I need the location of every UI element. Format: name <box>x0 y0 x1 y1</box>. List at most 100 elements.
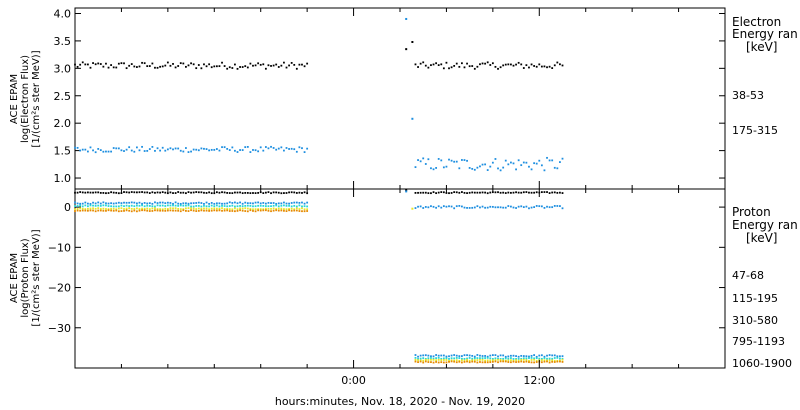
series-310-580-point <box>528 357 530 359</box>
series-795-1193-point <box>254 208 257 211</box>
series-175-315-point <box>411 117 414 120</box>
series-1060-1900-point <box>205 209 208 212</box>
series-1060-1900-point <box>264 209 267 212</box>
series-175-315-point <box>99 149 102 152</box>
series-38-53-point <box>200 67 203 70</box>
series-175-315-point <box>185 147 187 149</box>
series-310-580-point <box>414 356 417 359</box>
series-38-53-point <box>115 66 118 69</box>
series-175-315-point <box>301 147 303 150</box>
series-1060-1900-point <box>283 209 285 212</box>
proton-legend-title-line-1: Proton <box>732 205 771 219</box>
series-38-53-point <box>520 63 523 66</box>
series-115-195-point <box>450 354 453 357</box>
series-795-1193-point <box>249 207 252 210</box>
series-795-1193-point <box>86 207 89 210</box>
series-115-195-point <box>141 202 143 205</box>
series-1060-1900-point <box>553 361 556 363</box>
series-795-1193-point <box>259 208 262 210</box>
series-795-1193-point <box>166 208 169 210</box>
series-38-53-point <box>79 63 82 66</box>
electron-y-axis-label-line-2: log(Electron Flux) <box>20 55 31 143</box>
series-175-315-point <box>528 165 530 168</box>
series-38-53-point <box>419 62 422 65</box>
series-38-53-point <box>303 65 306 68</box>
series-1060-1900-point <box>86 209 89 212</box>
series-175-315-point <box>455 160 458 163</box>
series-795-1193-point <box>525 359 528 362</box>
series-175-315-point <box>494 158 497 160</box>
series-310-580-point <box>466 357 468 360</box>
series-115-195-point <box>259 202 262 205</box>
series-1060-1900-point <box>143 209 146 212</box>
series-47-68-point <box>228 192 231 194</box>
series-175-315-point <box>264 146 267 148</box>
series-310-580-point <box>517 357 520 360</box>
series-38-53-point <box>161 65 164 68</box>
series-795-1193-point <box>236 208 239 211</box>
series-175-315-point <box>290 147 293 150</box>
series-795-1193-point <box>419 359 422 362</box>
series-115-195-point <box>494 206 497 209</box>
series-795-1193-point <box>422 359 425 362</box>
series-310-580-point <box>277 205 280 208</box>
series-38-53-point <box>208 63 211 66</box>
series-47-68-point <box>246 192 249 194</box>
series-47-68-point <box>476 191 479 194</box>
series-38-53-point <box>481 62 484 65</box>
series-175-315-point <box>218 149 221 152</box>
series-1060-1900-point <box>128 209 131 212</box>
series-310-580-point <box>306 205 309 208</box>
series-47-68-point <box>419 191 422 194</box>
series-115-195-point <box>479 206 481 209</box>
series-115-195-point <box>280 202 283 205</box>
series-38-53-point <box>262 63 265 66</box>
series-38-53-point <box>484 62 487 65</box>
series-1060-1900-point <box>94 210 97 213</box>
series-310-580-point <box>172 204 174 207</box>
series-310-580-point <box>115 205 118 208</box>
series-1060-1900-point <box>254 210 257 213</box>
series-1060-1900-point <box>74 210 76 212</box>
series-115-195-point <box>450 205 453 208</box>
series-310-580-point <box>476 357 479 359</box>
series-795-1193-point <box>74 208 76 211</box>
series-115-195-point <box>489 354 492 357</box>
series-175-315-point <box>259 146 262 149</box>
series-795-1193-point <box>437 358 440 361</box>
series-47-68-point <box>84 191 87 194</box>
series-795-1193-point <box>510 359 512 362</box>
series-38-53-point <box>455 62 458 65</box>
series-310-580-point <box>422 357 425 360</box>
series-175-315-point <box>187 151 190 153</box>
series-38-53-point <box>559 63 561 66</box>
series-47-68-point <box>499 191 502 194</box>
series-38-53-point <box>267 64 270 67</box>
series-47-68-point <box>277 191 280 194</box>
series-115-195-point <box>427 354 430 357</box>
series-47-68-point <box>79 191 82 193</box>
series-115-195-point <box>231 202 234 204</box>
series-115-195-point <box>226 202 229 205</box>
series-115-195-point <box>79 202 82 205</box>
series-310-580-point <box>548 357 551 360</box>
series-38-53-point <box>295 67 298 70</box>
series-795-1193-point <box>277 207 280 210</box>
series-795-1193-point <box>450 359 453 362</box>
series-1060-1900-point <box>543 360 546 363</box>
series-310-580-point <box>221 204 223 207</box>
series-115-195-point <box>417 355 419 358</box>
series-175-315-point <box>267 147 270 150</box>
series-115-195-point <box>445 355 448 358</box>
series-47-68-point <box>161 191 164 194</box>
series-47-68-point <box>448 192 450 195</box>
series-115-195-point <box>92 201 94 204</box>
series-47-68-point <box>507 191 510 194</box>
series-310-580-point <box>136 204 138 207</box>
series-115-195-point <box>553 205 556 207</box>
series-310-580-point <box>146 204 149 207</box>
series-38-53-point <box>228 66 231 69</box>
series-795-1193-point <box>164 207 167 210</box>
series-1060-1900-point <box>236 209 239 212</box>
series-310-580-point <box>190 205 192 208</box>
